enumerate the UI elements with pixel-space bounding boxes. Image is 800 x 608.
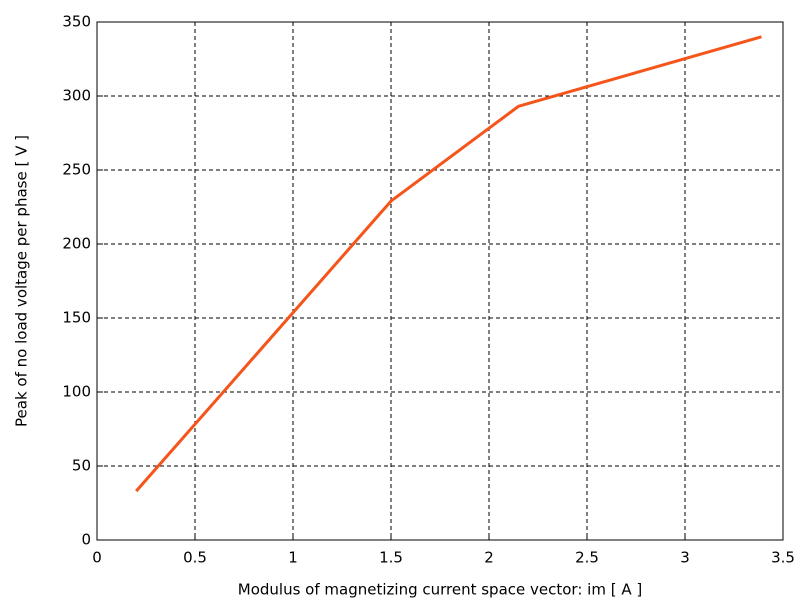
y-tick-label: 300 <box>62 87 91 105</box>
axes-frame <box>96 21 784 541</box>
y-tick-label: 150 <box>62 309 91 327</box>
x-tick-label: 0.5 <box>183 549 207 567</box>
y-tick-label: 350 <box>62 13 91 31</box>
x-tick-label: 1.5 <box>379 549 403 567</box>
x-tick-label: 3.5 <box>771 549 795 567</box>
x-axis-label: Modulus of magnetizing current space vec… <box>238 581 642 599</box>
plot-area <box>97 22 783 540</box>
x-tick-label: 3 <box>680 549 690 567</box>
y-tick-label: 200 <box>62 235 91 253</box>
x-tick-label: 2.5 <box>575 549 599 567</box>
y-tick-label: 50 <box>72 457 91 475</box>
x-tick-label: 0 <box>92 549 102 567</box>
y-tick-label: 100 <box>62 383 91 401</box>
x-tick-label: 2 <box>484 549 494 567</box>
y-tick-label: 0 <box>81 531 91 549</box>
y-tick-label: 250 <box>62 161 91 179</box>
y-axis-label: Peak of no load voltage per phase [ V ] <box>13 135 31 427</box>
x-tick-label: 1 <box>288 549 298 567</box>
data-line <box>135 35 762 493</box>
